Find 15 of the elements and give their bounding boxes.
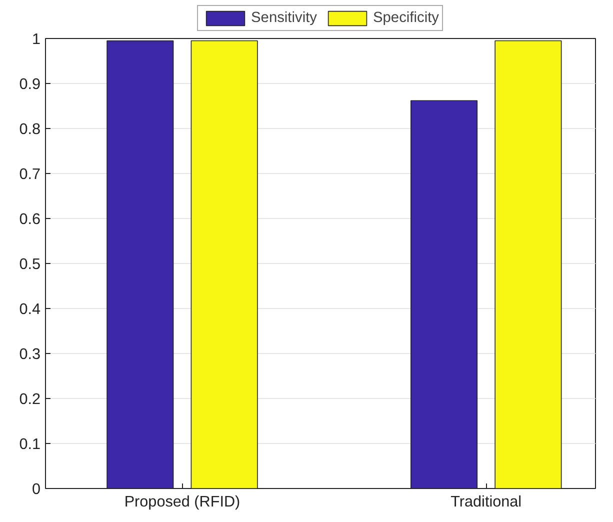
y-tick-label: 0.3 [19,346,41,363]
y-tick-label: 0.7 [19,166,41,183]
y-tick-label: 0.8 [19,121,41,138]
y-tick-label: 1 [32,31,41,48]
legend-label: Specificity [373,10,439,26]
y-tick-label: 0.1 [19,436,41,453]
y-tick-label: 0.9 [19,76,41,93]
x-tick-label: Proposed (RFID) [124,494,240,510]
legend-label: Sensitivity [251,10,317,26]
y-tick-label: 0.5 [19,256,41,273]
y-tick-label: 0 [32,481,41,498]
x-tick-label: Traditional [450,494,522,510]
y-tick-label: 0.2 [19,391,41,408]
y-tick-label: 0.6 [19,211,41,228]
y-tick-label: 0.4 [19,301,41,318]
